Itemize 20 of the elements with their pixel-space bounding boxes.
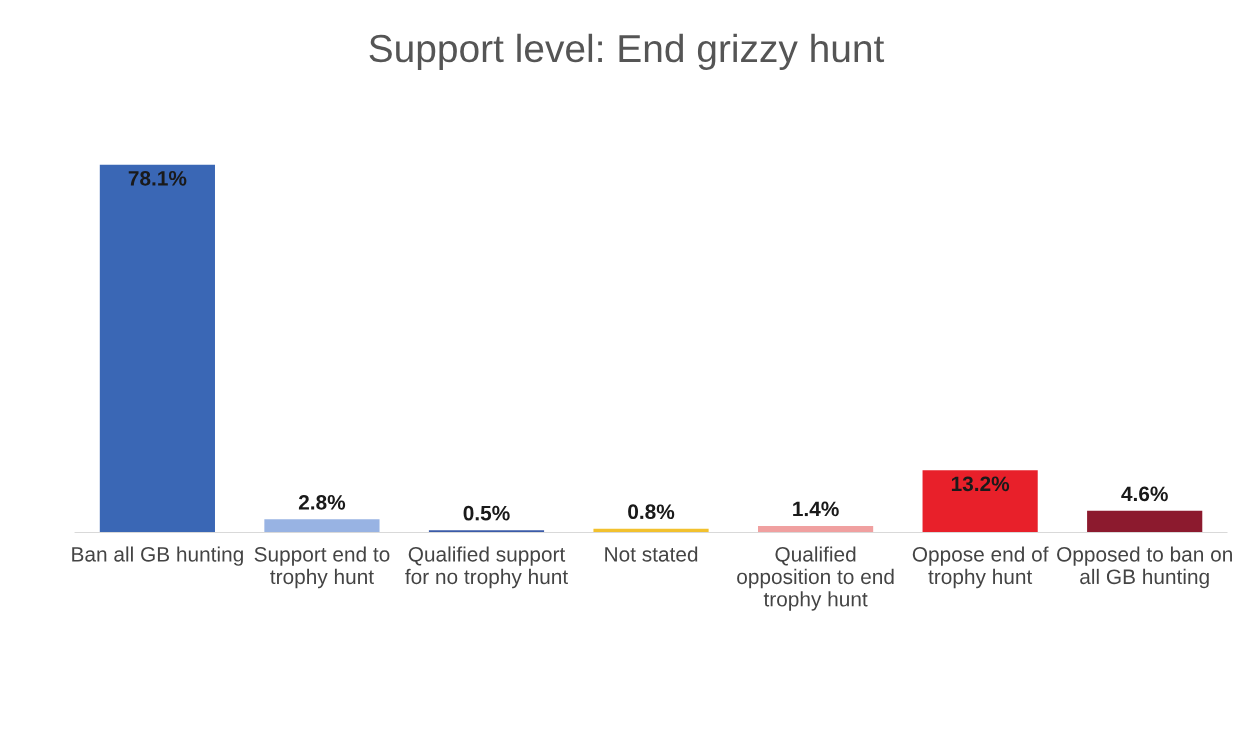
data-label: 1.4% bbox=[793, 501, 839, 517]
data-label: 0.5% bbox=[463, 505, 510, 521]
x-tick-label: Support end to trophy hunt bbox=[254, 546, 390, 589]
x-tick-label: Not stated bbox=[605, 546, 698, 562]
x-tick-label: Ban all GB hunting bbox=[72, 546, 243, 566]
bar bbox=[758, 525, 874, 533]
data-label: 13.2% bbox=[951, 476, 1010, 492]
data-label: 2.8% bbox=[298, 494, 346, 510]
bar bbox=[1087, 510, 1203, 533]
x-tick-label: Opposed to ban on all GB hunting bbox=[1057, 546, 1232, 589]
x-tick-label: Qualified support for no trophy hunt bbox=[405, 546, 568, 589]
chart-title: Support level: End grizzy hunt bbox=[369, 33, 885, 70]
data-label: 4.6% bbox=[1121, 486, 1168, 502]
data-label: 0.8% bbox=[628, 504, 675, 520]
x-tick-label: Qualified opposition to end trophy hunt bbox=[737, 546, 894, 611]
data-label: 78.1% bbox=[128, 170, 187, 186]
bar bbox=[99, 164, 215, 533]
x-tick-label: Oppose end of trophy hunt bbox=[912, 546, 1049, 589]
bar bbox=[264, 519, 380, 533]
bar bbox=[922, 470, 1038, 533]
